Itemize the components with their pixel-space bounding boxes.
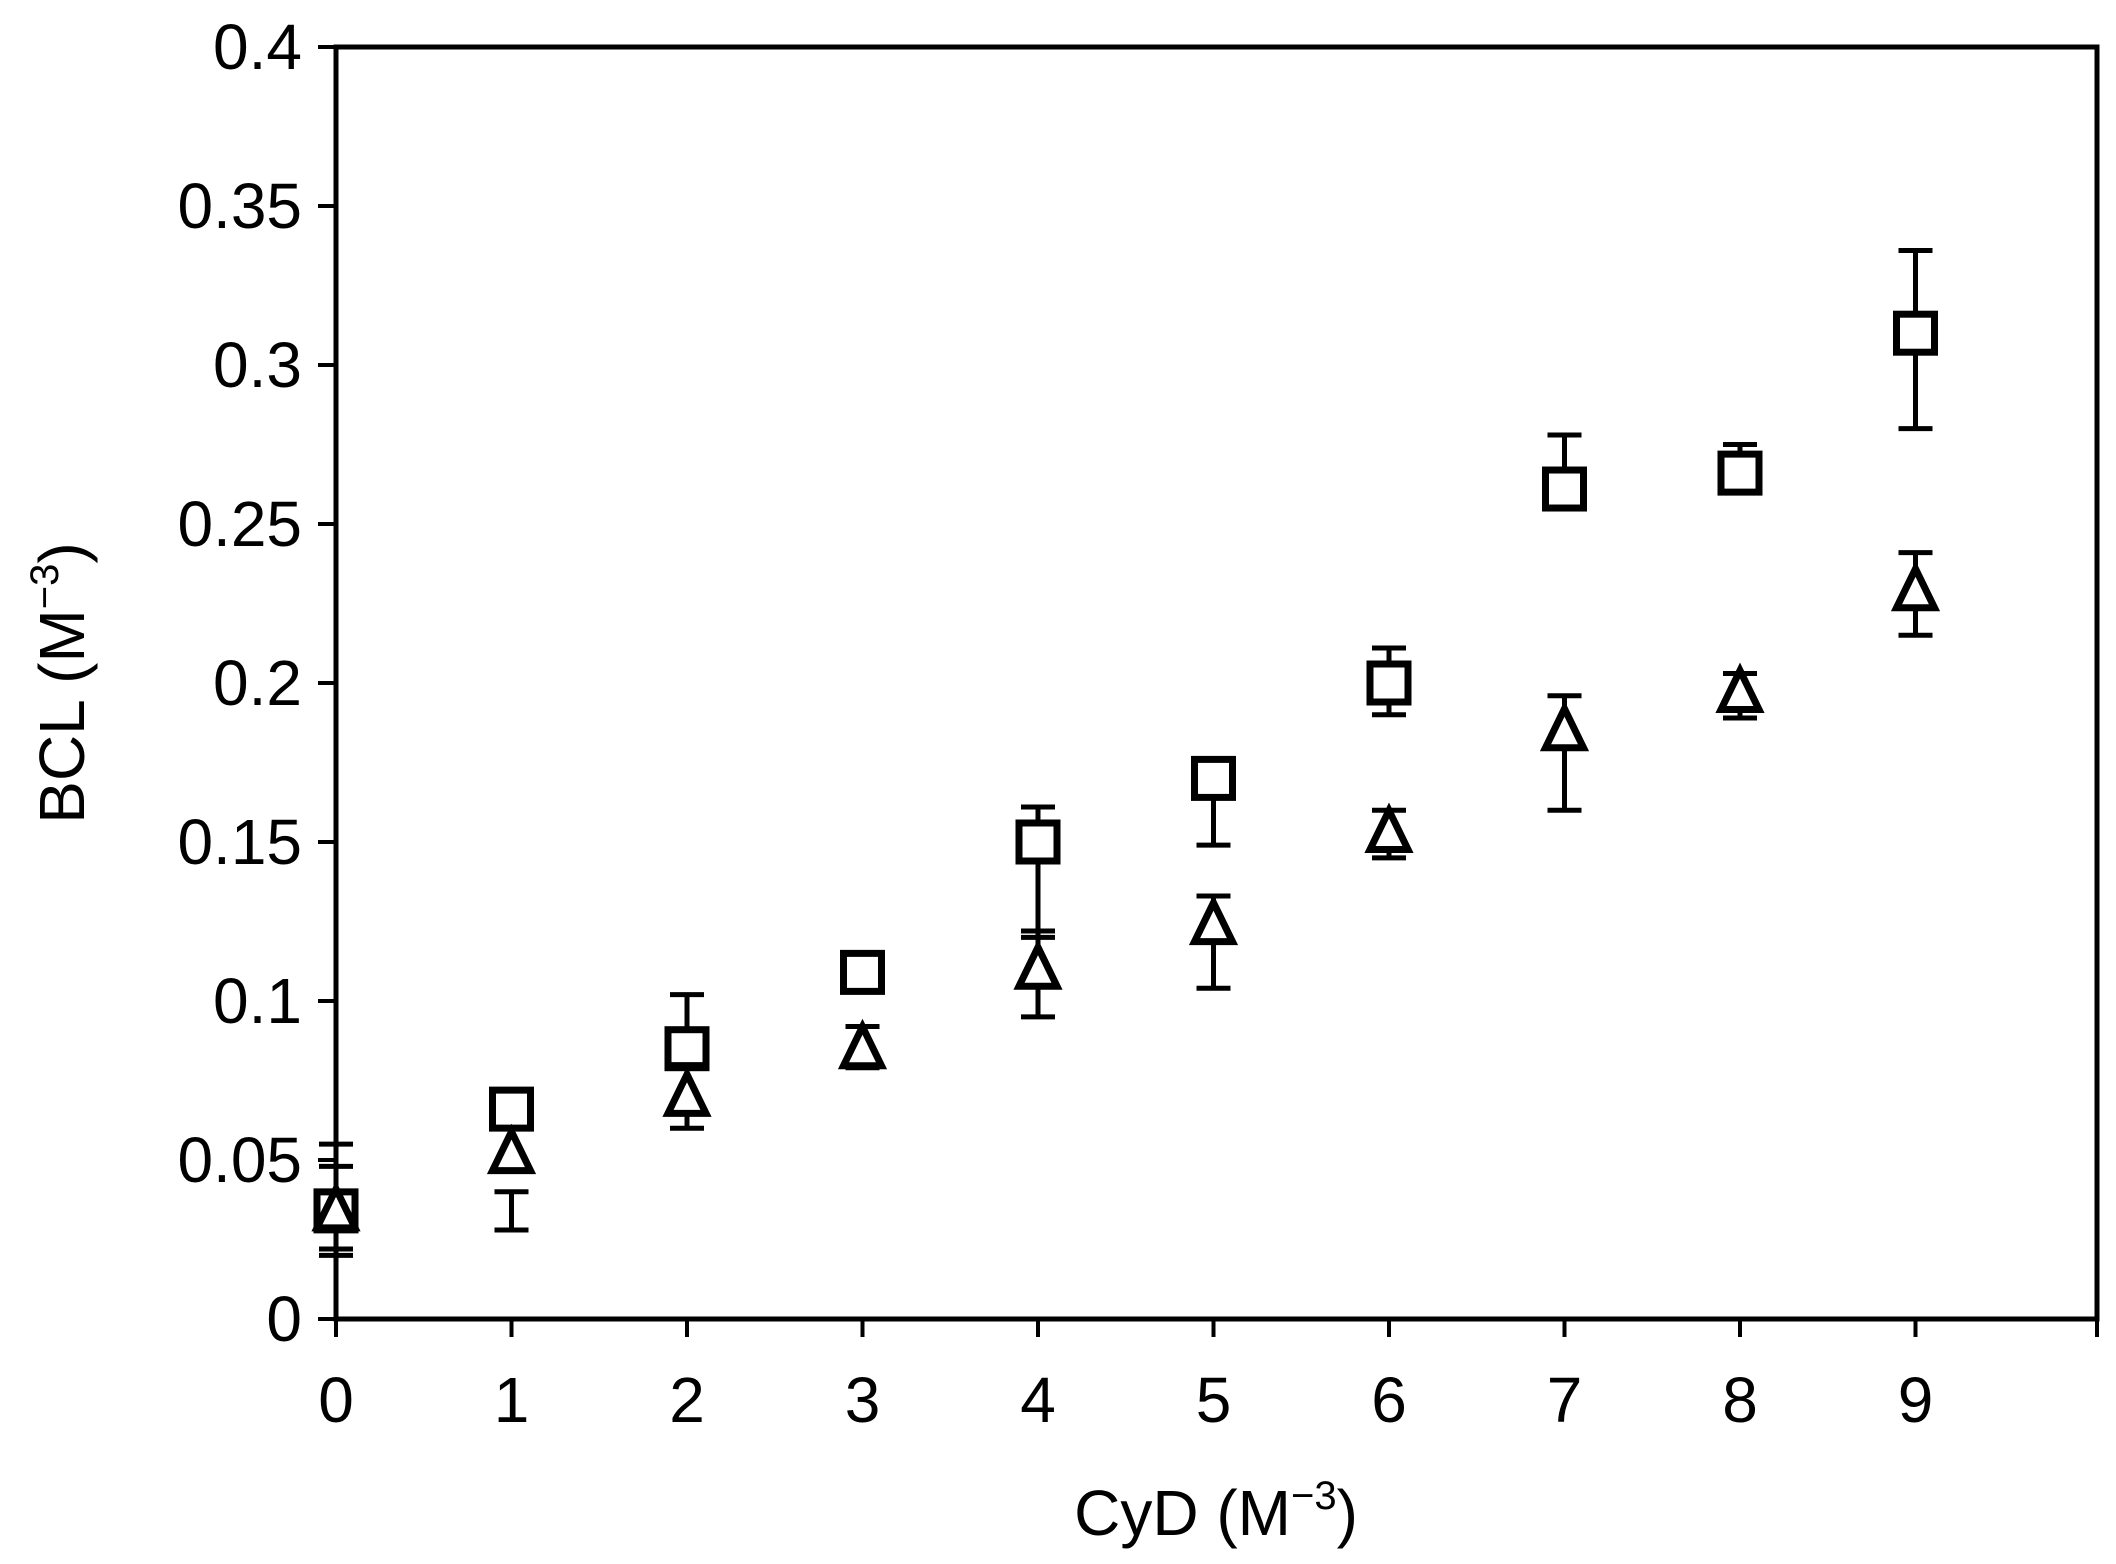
x-tick-label: 7 <box>1547 1364 1583 1436</box>
x-axis-ticks: 0 1 2 3 4 5 6 7 8 9 <box>318 1319 2099 1436</box>
x-tick-label: 1 <box>494 1364 530 1436</box>
data-point-square <box>664 1026 710 1072</box>
data-point-triangle <box>1013 939 1063 990</box>
x-tick-label: 6 <box>1371 1364 1407 1436</box>
data-point-square <box>1893 310 1938 356</box>
y-tick-label: 0.35 <box>177 170 302 242</box>
data-point-triangle <box>1539 700 1590 752</box>
data-point-square <box>489 1086 534 1132</box>
data-point-triangle <box>311 1180 361 1232</box>
data-series <box>311 248 1941 1258</box>
data-point-square <box>1366 660 1412 706</box>
y-tick-label: 0.15 <box>177 806 302 878</box>
data-point-triangle <box>837 1018 888 1070</box>
y-tick-label: 0.3 <box>213 329 302 401</box>
y-axis-title: BCL (M−3) <box>23 542 98 823</box>
data-point-square <box>1015 819 1061 865</box>
data-point-triangle <box>1715 662 1765 714</box>
data-point-square <box>1191 755 1236 801</box>
y-tick-label: 0.05 <box>177 1124 302 1196</box>
data-point-square <box>1717 450 1763 496</box>
data-point-triangle <box>1364 802 1414 853</box>
y-tick-label: 0 <box>266 1283 302 1355</box>
data-point-square <box>1542 466 1587 512</box>
x-tick-label: 3 <box>845 1364 881 1436</box>
y-tick-label: 0.1 <box>213 965 302 1037</box>
x-tick-label: 2 <box>669 1364 705 1436</box>
y-tick-label: 0.25 <box>177 488 302 560</box>
x-tick-label: 9 <box>1898 1364 1934 1436</box>
y-tick-label: 0.4 <box>213 11 302 83</box>
x-tick-label: 0 <box>318 1364 354 1436</box>
x-tick-label: 5 <box>1196 1364 1232 1436</box>
y-tick-label: 0.2 <box>213 647 302 719</box>
y-axis-ticks: 0 0.05 0.1 0.15 0.2 0.25 0.3 0.35 0.4 <box>177 11 336 1355</box>
data-point-square <box>840 949 885 995</box>
x-tick-label: 4 <box>1020 1364 1056 1436</box>
data-point-triangle <box>1188 894 1239 946</box>
data-point-triangle <box>662 1066 712 1117</box>
plot-frame <box>333 44 2100 1322</box>
x-tick-label: 8 <box>1722 1364 1758 1436</box>
data-point-triangle <box>486 1123 537 1175</box>
series-square <box>313 248 1938 1258</box>
data-point-triangle <box>1890 560 1941 612</box>
series-triangle <box>311 550 1941 1252</box>
x-axis-title: CyD (M−3) <box>1074 1474 1358 1549</box>
